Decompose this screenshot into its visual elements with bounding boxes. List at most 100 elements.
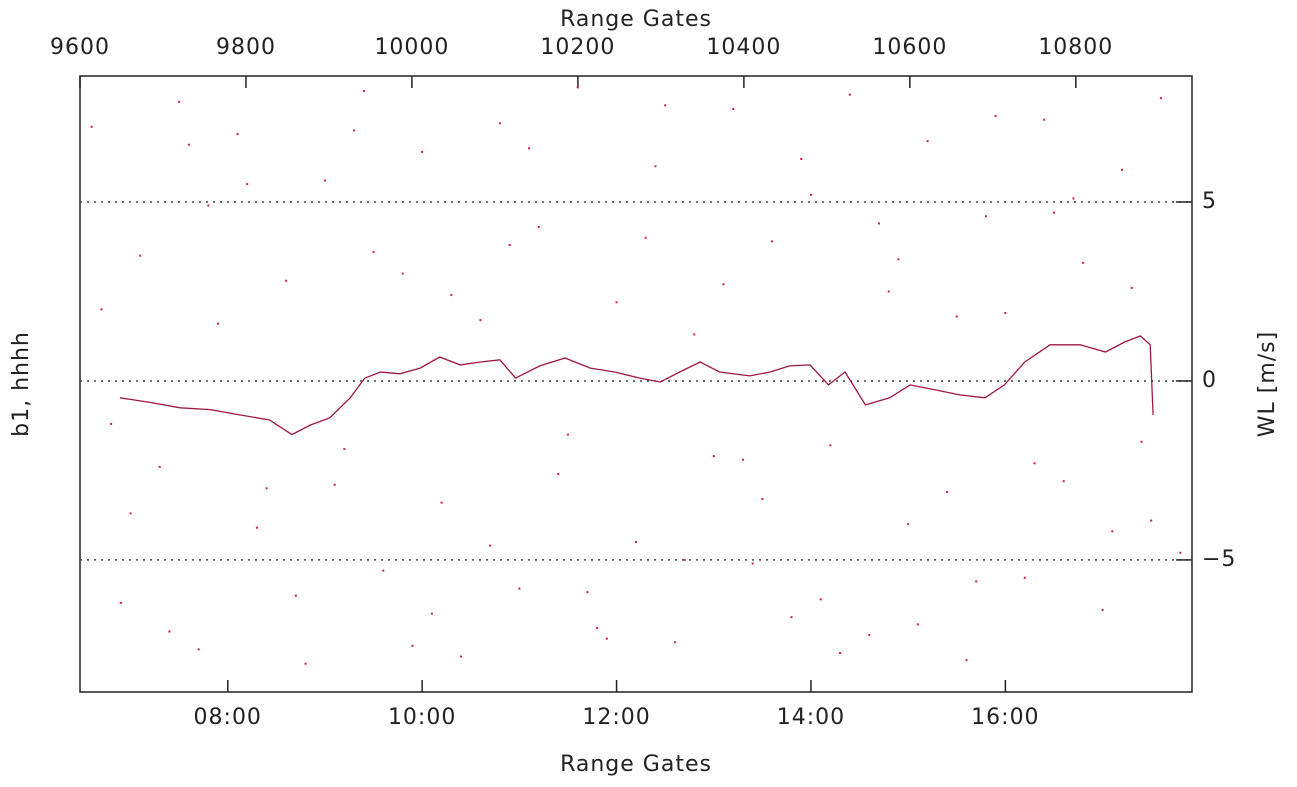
scatter-point	[576, 86, 579, 89]
scatter-point	[362, 90, 365, 93]
scatter-point	[586, 591, 589, 594]
scatter-point	[994, 115, 997, 118]
scatter-point	[255, 526, 258, 529]
scatter-point	[168, 630, 171, 633]
scatter-point	[712, 455, 715, 458]
scatter-point	[187, 143, 190, 146]
scatter-point	[1150, 519, 1153, 522]
scatter-point	[907, 523, 910, 526]
scatter-point	[878, 222, 881, 225]
scatter-point	[751, 562, 754, 565]
scatter-point	[683, 558, 686, 561]
scatter-point	[771, 240, 774, 243]
scatter-point	[596, 626, 599, 629]
scatter-point	[217, 322, 220, 325]
scatter-point	[518, 587, 521, 590]
scatter-point	[207, 204, 210, 207]
x2-tick-label: 10000	[374, 35, 449, 60]
y2-tick-label: 5	[1202, 189, 1217, 214]
x-axis-title: Range Gates	[560, 752, 712, 777]
scatter-point	[528, 147, 531, 150]
scatter-point	[265, 487, 268, 490]
scatter-point	[975, 580, 978, 583]
scatter-point	[1179, 551, 1182, 554]
scatter-point	[926, 140, 929, 143]
scatter-point	[635, 541, 637, 544]
scatter-point	[158, 465, 161, 468]
scatter-point	[1111, 530, 1114, 533]
scatter-point	[557, 473, 560, 476]
scatter-point	[644, 236, 647, 239]
scatter-point	[605, 637, 608, 640]
y-axis-title: b1, hhhh	[9, 331, 34, 437]
y2-axis-title: WL [m/s]	[1255, 331, 1280, 437]
scatter-point	[498, 122, 501, 125]
x-tick-label: 16:00	[971, 705, 1039, 730]
x2-tick-label: 10400	[706, 35, 781, 60]
scatter-point	[887, 290, 890, 293]
scatter-point	[839, 651, 842, 654]
scatter-point	[722, 283, 725, 286]
scatter-point	[965, 659, 968, 662]
scatter-point	[178, 100, 181, 103]
chart-title: Range Gates	[560, 7, 712, 32]
x2-tick-label: 10200	[540, 35, 615, 60]
scatter-point	[236, 132, 239, 135]
scatter-point	[1033, 462, 1036, 465]
y2-tick-label: −5	[1202, 547, 1236, 572]
scatter-point	[333, 483, 336, 486]
scatter-point	[732, 107, 735, 110]
scatter-point	[790, 616, 793, 619]
x2-tick-label: 10800	[1038, 35, 1113, 60]
scatter-point	[246, 183, 249, 186]
scatter-point	[479, 319, 482, 322]
scatter-point	[1101, 609, 1104, 612]
scatter-point	[343, 447, 346, 450]
scatter-point	[946, 490, 949, 493]
x-tick-label: 08:00	[194, 705, 262, 730]
scatter-point	[1004, 311, 1007, 314]
y2-tick-label: 0	[1202, 368, 1217, 393]
scatter-point	[450, 294, 453, 297]
scatter-point	[1072, 197, 1075, 200]
scatter-point	[197, 648, 200, 651]
scatter-point	[819, 598, 822, 601]
scatter-point	[1121, 168, 1124, 171]
scatter-point	[1130, 286, 1133, 289]
scatter-point	[1082, 261, 1085, 264]
scatter-point	[110, 422, 113, 425]
scatter-point	[411, 644, 414, 647]
scatter-point	[430, 612, 433, 615]
scatter-point	[401, 272, 404, 275]
scatter-point	[654, 165, 657, 168]
scatter-point	[955, 315, 958, 318]
plot-frame	[79, 75, 1193, 693]
x2-tick-label: 9600	[50, 35, 110, 60]
scatter-point	[1023, 576, 1026, 579]
scatter-point	[1159, 97, 1162, 100]
scatter-point	[741, 458, 744, 461]
x2-tick-label: 10600	[872, 35, 947, 60]
scatter-point	[489, 544, 492, 547]
scatter-point	[537, 226, 540, 229]
scatter-point	[323, 179, 326, 182]
scatter-point	[897, 258, 900, 261]
scatter-point	[294, 594, 297, 597]
data-line	[119, 335, 1154, 436]
scatter-point	[1052, 211, 1055, 214]
scatter-point	[508, 243, 511, 246]
scatter-point	[1140, 440, 1143, 443]
scatter-point	[673, 641, 676, 644]
scatter-point	[566, 433, 569, 436]
scatter-point	[664, 104, 667, 107]
x-tick-label: 10:00	[388, 705, 456, 730]
scatter-point	[809, 193, 812, 196]
scatter-point	[984, 215, 987, 218]
scatter-point	[800, 158, 803, 161]
scatter-point	[916, 623, 919, 626]
scatter-point	[421, 150, 424, 153]
scatter-point	[304, 662, 307, 665]
scatter-point	[440, 501, 443, 504]
x-tick-label: 12:00	[582, 705, 650, 730]
